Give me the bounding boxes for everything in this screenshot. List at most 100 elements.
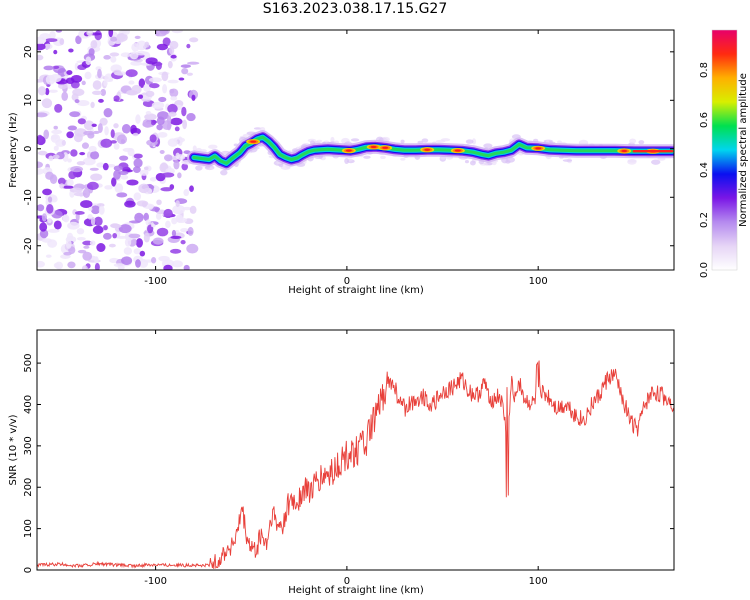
figure-title: S163.2023.038.17.15.G27 <box>262 1 448 17</box>
colorbar-gradient <box>712 30 737 270</box>
snr-x-tick-label: -100 <box>144 576 167 587</box>
noise-blob <box>89 240 96 246</box>
noise-blob <box>110 36 118 42</box>
noise-blob <box>49 31 56 40</box>
noise-blob <box>120 174 129 180</box>
noise-blob <box>126 179 139 186</box>
noise-blob <box>43 43 53 50</box>
noise-blob <box>109 52 120 57</box>
noise-blob <box>135 50 148 56</box>
noise-blob <box>48 155 54 162</box>
noise-blob <box>125 69 138 78</box>
halo-speck <box>483 143 493 149</box>
noise-blob <box>121 256 133 265</box>
halo-speck <box>557 140 562 144</box>
halo-speck <box>208 144 218 150</box>
halo-speck <box>465 139 474 144</box>
noise-blob <box>145 57 158 65</box>
noise-blob <box>133 153 143 159</box>
noise-blob <box>103 107 113 118</box>
noise-blob <box>133 158 143 168</box>
halo-speck <box>562 159 573 162</box>
noise-blob <box>189 37 199 43</box>
noise-blob <box>116 33 128 42</box>
noise-blob <box>180 64 192 68</box>
noise-blob <box>173 159 180 170</box>
noise-blob <box>47 228 60 233</box>
halo-speck <box>651 159 661 165</box>
noise-blob <box>186 113 196 122</box>
noise-blob <box>159 149 165 154</box>
noise-blob <box>189 205 197 214</box>
noise-blob <box>54 261 64 270</box>
noise-blob <box>98 205 105 215</box>
noise-blob <box>83 120 95 131</box>
noise-blob <box>151 101 165 110</box>
noise-blob <box>76 236 86 241</box>
noise-blob <box>82 188 91 198</box>
noise-blob <box>76 161 86 166</box>
noise-blob <box>138 183 150 194</box>
noise-blob <box>171 30 183 34</box>
halo-speck <box>253 127 262 130</box>
signal-ridge <box>186 126 674 176</box>
noise-blob <box>55 139 66 147</box>
halo-speck <box>344 157 350 165</box>
noise-blob <box>103 80 108 87</box>
noise-blob <box>54 103 63 113</box>
noise-blob <box>135 114 141 124</box>
snr-y-tick-label: 200 <box>23 478 34 497</box>
noise-blob <box>99 117 108 126</box>
spectrogram-x-tick-label: -100 <box>144 276 167 287</box>
noise-blob <box>52 65 60 69</box>
noise-blob <box>37 36 47 45</box>
noise-blob <box>45 74 56 85</box>
noise-blob <box>191 94 196 101</box>
noise-blob <box>119 155 129 161</box>
halo-speck <box>471 138 477 145</box>
noise-blob <box>186 72 193 76</box>
noise-blob <box>163 264 173 270</box>
noise-blob <box>116 192 128 198</box>
noise-blob <box>124 238 132 247</box>
noise-blob <box>53 125 58 130</box>
noise-blob <box>52 154 60 159</box>
snr-frame <box>36 329 675 571</box>
noise-blob <box>133 192 142 201</box>
noise-blob <box>43 65 54 71</box>
noise-blob <box>108 243 116 248</box>
noise-blob <box>156 43 169 51</box>
noise-blob <box>70 166 84 173</box>
noise-blob <box>149 177 157 182</box>
noise-blob <box>163 154 173 162</box>
noise-blob <box>150 257 157 264</box>
noise-blob <box>88 207 93 211</box>
noise-blob <box>151 223 156 228</box>
noise-blob <box>87 213 93 220</box>
noise-blob <box>46 203 54 214</box>
noise-blob <box>169 46 175 55</box>
noise-blob <box>129 51 139 60</box>
noise-blob <box>53 220 62 230</box>
noise-blob <box>139 169 149 176</box>
noise-blob <box>116 134 128 145</box>
noise-blob <box>47 217 52 224</box>
noise-blob <box>87 132 95 139</box>
colorbar-tick-label: 0.8 <box>699 62 710 78</box>
noise-blob <box>39 222 48 232</box>
spectrogram-y-tick-label: 20 <box>23 45 34 58</box>
noise-blob <box>49 174 58 184</box>
noise-blob <box>67 125 78 131</box>
snr-y-tick-label: 500 <box>23 354 34 373</box>
spectrogram-y-tick-label: -20 <box>23 238 34 254</box>
snr-y-label: SNR (10 * v/v) <box>8 414 19 485</box>
halo-speck <box>400 139 405 144</box>
noise-blob <box>113 142 120 150</box>
noise-blob <box>37 54 44 61</box>
noise-blob <box>134 35 141 40</box>
noise-blob <box>75 35 82 45</box>
noise-blob <box>189 185 194 193</box>
noise-blob <box>92 80 102 90</box>
noise-blob <box>71 93 79 101</box>
